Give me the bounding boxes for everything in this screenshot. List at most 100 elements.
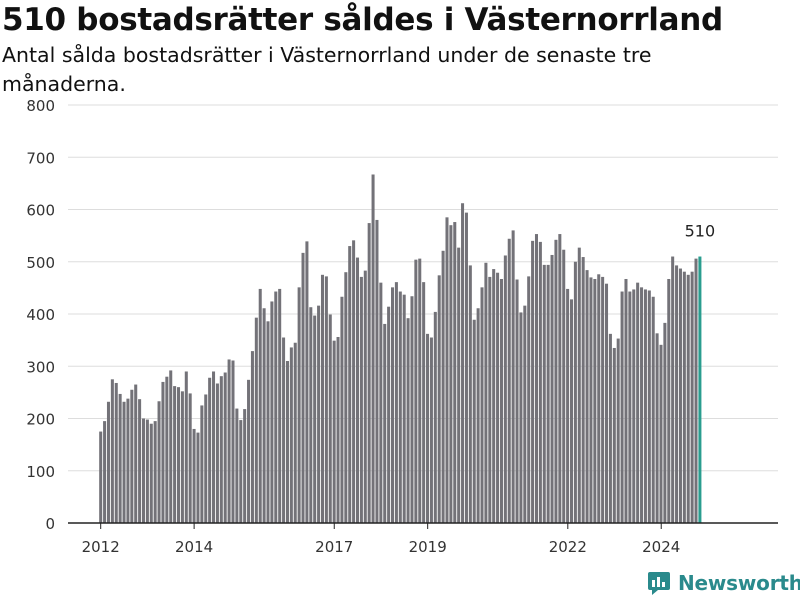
bar <box>313 315 317 523</box>
bar <box>235 408 239 523</box>
bar <box>215 383 219 523</box>
bar <box>200 405 204 523</box>
bar <box>344 272 348 523</box>
bar <box>690 271 694 523</box>
bar <box>250 351 254 523</box>
bar <box>239 420 243 523</box>
bar <box>562 249 566 524</box>
bar <box>387 306 391 523</box>
bar <box>348 246 352 523</box>
bar <box>589 277 593 523</box>
bar <box>118 393 122 523</box>
bar <box>367 223 371 523</box>
bar <box>398 291 402 523</box>
y-tick-label: 800 <box>26 97 55 115</box>
bar <box>243 409 247 523</box>
y-tick-label: 200 <box>26 411 55 429</box>
bar <box>145 419 149 523</box>
bar <box>577 247 581 523</box>
brand-name: Newsworthy <box>678 571 800 595</box>
bar <box>511 230 515 523</box>
bar <box>449 225 453 523</box>
bar <box>355 257 360 523</box>
bar <box>340 296 344 523</box>
bar <box>636 282 640 523</box>
bar <box>694 258 698 523</box>
bar <box>531 240 535 523</box>
bar <box>130 389 134 523</box>
bar <box>161 381 165 523</box>
bar <box>686 274 690 523</box>
x-tick-label: 2022 <box>549 538 587 556</box>
bar <box>538 241 542 523</box>
bar <box>492 269 496 523</box>
bar <box>285 361 289 523</box>
bar <box>262 308 266 523</box>
bar <box>270 301 274 523</box>
bar <box>149 423 153 523</box>
x-tick-label: 2012 <box>82 538 120 556</box>
y-tick-label: 300 <box>26 358 55 376</box>
x-axis: 2012 2014 2017 2019 2022 2024 <box>68 522 778 556</box>
bar <box>437 275 441 523</box>
bar <box>616 338 620 523</box>
bar <box>554 239 558 523</box>
bar <box>608 333 612 523</box>
bar <box>173 386 177 523</box>
bar <box>534 234 538 523</box>
bar <box>418 258 422 523</box>
bar <box>593 278 597 523</box>
bar <box>301 252 305 523</box>
bar <box>558 234 562 523</box>
bar <box>523 305 527 523</box>
bar <box>359 276 363 523</box>
bar <box>433 311 437 523</box>
chart-subtitle: Antal sålda bostadsrätter i Västernorrla… <box>2 43 652 96</box>
bar <box>585 270 589 523</box>
bar <box>678 268 682 523</box>
x-tick-label: 2014 <box>175 538 213 556</box>
bar <box>184 371 188 523</box>
bar <box>134 384 138 523</box>
bar <box>219 376 223 523</box>
bar <box>126 398 130 523</box>
y-tick-label: 700 <box>26 149 55 167</box>
bar <box>624 278 628 523</box>
bar <box>165 376 169 523</box>
bar <box>476 308 480 523</box>
bar <box>309 307 313 523</box>
bar <box>632 289 636 523</box>
bar <box>429 337 433 523</box>
bar <box>499 278 503 523</box>
bar <box>227 359 231 523</box>
bar <box>394 282 398 523</box>
bar <box>640 287 644 523</box>
bar <box>391 287 395 523</box>
bar <box>110 379 114 523</box>
bar <box>601 276 605 523</box>
bar <box>464 212 468 523</box>
bar <box>682 271 686 523</box>
bar <box>457 247 461 523</box>
bar <box>542 264 546 523</box>
bar <box>605 283 609 523</box>
bar <box>266 321 270 523</box>
bar <box>675 265 679 523</box>
bar <box>406 318 410 523</box>
bar <box>328 314 332 523</box>
bar <box>550 254 554 523</box>
bar <box>188 393 192 523</box>
bar <box>507 238 511 523</box>
bar <box>278 288 282 523</box>
bar <box>620 291 624 523</box>
annotations: 510 <box>685 222 716 241</box>
bar <box>352 240 356 523</box>
bar-chart-logo-icon <box>648 572 670 595</box>
bar <box>503 255 507 524</box>
bar <box>573 261 577 523</box>
bar <box>122 401 126 523</box>
bar <box>515 279 519 523</box>
bar <box>659 344 663 523</box>
chart-title: 510 bostadsrätter såldes i Västernorrlan… <box>2 2 723 38</box>
bar <box>426 333 430 523</box>
